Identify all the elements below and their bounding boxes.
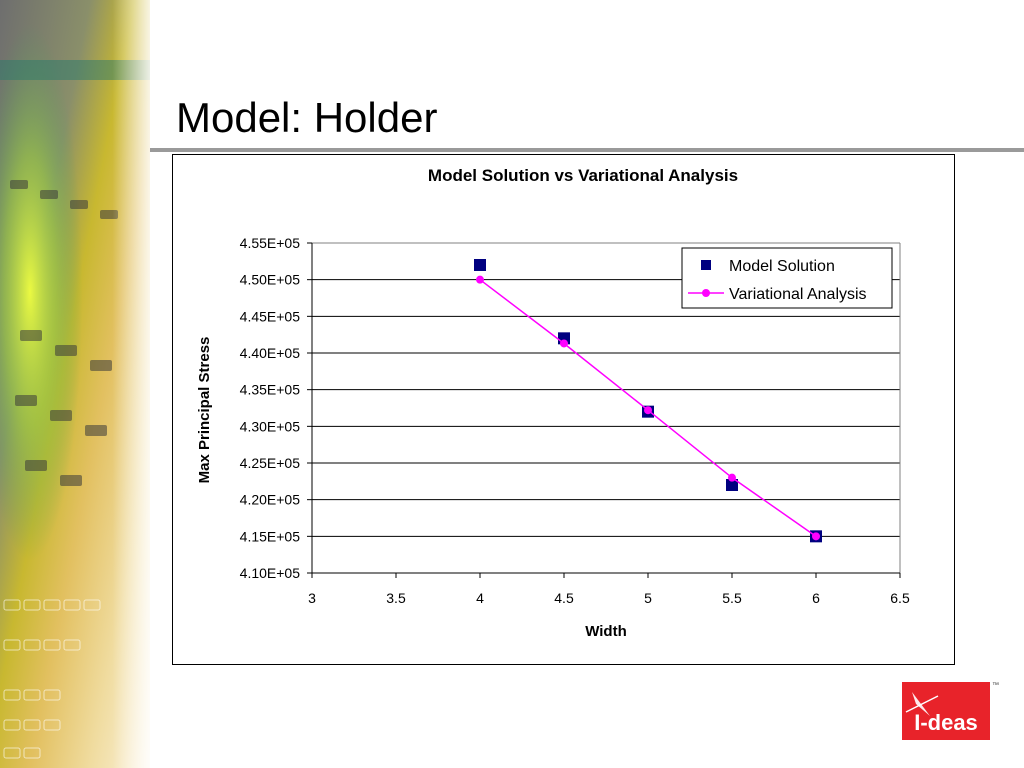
x-axis-label: Width <box>585 623 627 640</box>
chart: Model Solution vs Variational Analysis 4… <box>196 166 910 640</box>
legend-marker-model-solution <box>701 260 711 270</box>
data-point-variational-analysis <box>644 406 652 415</box>
data-point-model-solution <box>726 479 738 491</box>
y-axis-ticks: 4.10E+05 4.15E+05 4.20E+05 4.25E+05 4.30E+05… <box>240 235 312 581</box>
logo-text: I-deas <box>914 710 978 735</box>
x-tick-label: 3 <box>308 590 316 606</box>
chart-frame: Model Solution vs Variational Analysis 4… <box>172 154 955 665</box>
series-layer <box>474 259 822 543</box>
y-tick-label: 4.50E+05 <box>240 272 301 288</box>
chart-title: Model Solution vs Variational Analysis <box>428 166 738 185</box>
x-tick-label: 5.5 <box>722 590 742 606</box>
y-tick-label: 4.45E+05 <box>240 308 301 324</box>
y-tick-label: 4.15E+05 <box>240 528 301 544</box>
y-tick-label: 4.25E+05 <box>240 455 301 471</box>
plot-area <box>311 242 901 574</box>
x-tick-label: 3.5 <box>386 590 406 606</box>
slide-title: Model: Holder <box>176 94 438 141</box>
legend-marker-variational-analysis <box>702 289 710 297</box>
decorative-side-panel <box>0 0 150 768</box>
data-point-variational-analysis <box>812 532 820 541</box>
data-point-variational-analysis <box>560 339 568 348</box>
y-tick-label: 4.20E+05 <box>240 492 301 508</box>
data-point-variational-analysis <box>476 275 484 284</box>
data-point-variational-analysis <box>728 473 736 482</box>
y-tick-label: 4.30E+05 <box>240 418 301 434</box>
ideas-logo: I-deas <box>902 682 990 740</box>
y-tick-label: 4.10E+05 <box>240 565 301 581</box>
data-point-model-solution <box>474 259 486 271</box>
y-tick-label: 4.35E+05 <box>240 382 301 398</box>
x-tick-label: 4 <box>476 590 484 606</box>
title-divider <box>150 148 1024 152</box>
x-tick-label: 4.5 <box>554 590 574 606</box>
legend-label-variational-analysis: Variational Analysis <box>729 286 867 303</box>
y-tick-label: 4.40E+05 <box>240 345 301 361</box>
logo-trademark: ™ <box>992 682 999 689</box>
legend-label-model-solution: Model Solution <box>729 258 835 275</box>
x-tick-label: 6 <box>812 590 820 606</box>
legend-box <box>681 247 893 309</box>
x-axis-ticks: 3 3.5 4 4.5 5 5.5 6 6.5 <box>308 573 910 606</box>
y-axis-label: Max Principal Stress <box>196 337 213 484</box>
y-tick-label: 4.55E+05 <box>240 235 301 251</box>
legend: Model Solution Variational Analysis <box>681 247 893 309</box>
x-tick-label: 5 <box>644 590 652 606</box>
x-tick-label: 6.5 <box>890 590 910 606</box>
